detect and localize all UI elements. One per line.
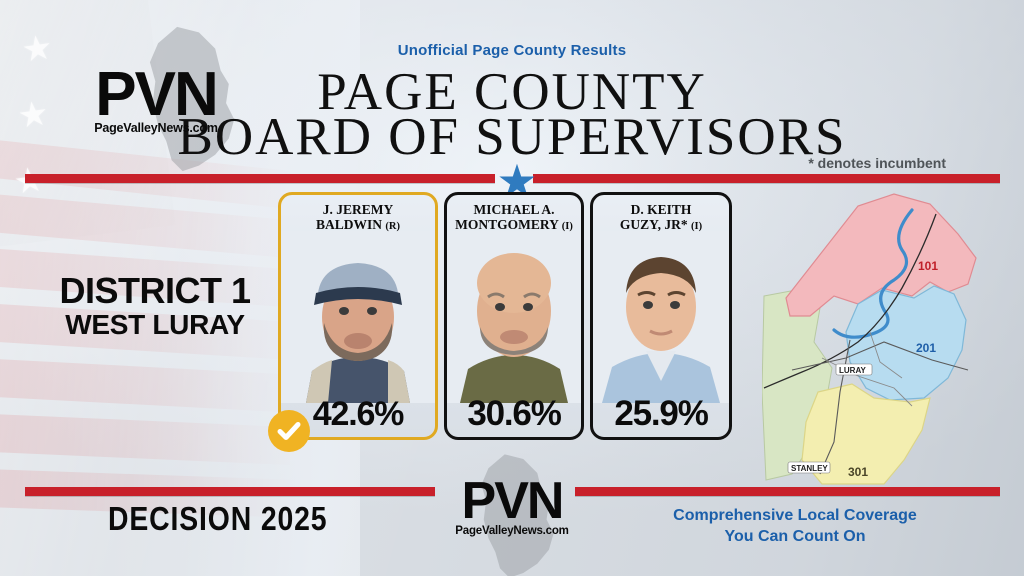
candidate-name-line2: GUZY, JR* <box>619 217 688 232</box>
pvn-logo-footer: PVN PageValleyNews.com <box>432 472 592 537</box>
candidate-photo <box>281 231 435 403</box>
county-silhouette-icon <box>149 26 235 172</box>
footer-rule-right <box>575 487 1000 496</box>
candidate-percent: 25.9% <box>614 394 708 433</box>
pvn-logo-header: PVN PageValleyNews.com <box>76 60 236 136</box>
candidate-name-line2: BALDWIN <box>316 217 383 232</box>
check-circle-icon <box>268 410 310 452</box>
page-title-line1: PAGE COUNTY <box>317 63 707 121</box>
candidate-name-line2: MONTGOMERY <box>455 217 559 232</box>
map-precinct-301: 301 <box>848 465 868 479</box>
map-precinct-201: 201 <box>916 341 936 355</box>
candidate-card[interactable]: D. KEITH GUZY, JR* (I) 25.9% <box>590 192 732 440</box>
pvn-wordmark: PVN <box>95 60 218 129</box>
kicker-text: Unofficial Page County Results <box>397 42 627 59</box>
district-name: DISTRICT 1 <box>59 270 251 311</box>
candidate-card[interactable]: J. JEREMY BALDWIN (R) <box>278 192 438 440</box>
footer-rule-left <box>25 487 435 496</box>
tagline-line1: Comprehensive Local Coverage <box>673 507 917 524</box>
candidate-name: D. KEITH GUZY, JR* (I) <box>593 195 729 234</box>
candidate-party: (I) <box>561 221 573 232</box>
candidate-photo <box>593 231 729 403</box>
map-town-luray: LURAY <box>839 366 866 375</box>
candidate-card[interactable]: MICHAEL A. MONTGOMERY (I) 30. <box>444 192 584 440</box>
divider-rule-left <box>25 174 495 183</box>
district-area: WEST LURAY <box>65 308 245 340</box>
page-title-line2: BOARD OF SUPERVISORS <box>177 108 847 166</box>
candidate-name: MICHAEL A. MONTGOMERY (I) <box>447 195 581 234</box>
incumbent-legend: * denotes incumbent <box>808 155 946 171</box>
candidate-name-line1: J. JEREMY <box>322 202 394 217</box>
candidate-percent: 30.6% <box>467 394 561 433</box>
map-town-stanley: STANLEY <box>791 464 828 473</box>
tagline-line2: You Can Count On <box>724 528 866 545</box>
pvn-url: PageValleyNews.com <box>94 121 218 136</box>
pvn-url: PageValleyNews.com <box>455 524 569 537</box>
county-silhouette-icon <box>481 454 554 576</box>
district-label: DISTRICT 1 WEST LURAY <box>30 272 280 341</box>
decision-2025-label: DECISION 2025 <box>108 500 328 537</box>
candidate-party: (R) <box>385 221 400 232</box>
candidate-name-line1: D. KEITH <box>630 202 692 217</box>
tagline: Comprehensive Local Coverage You Can Cou… <box>650 505 940 547</box>
candidate-cards: J. JEREMY BALDWIN (R) <box>278 192 733 442</box>
candidate-name: J. JEREMY BALDWIN (R) <box>281 195 435 234</box>
candidate-percent: 42.6% <box>312 395 405 433</box>
map-precinct-101: 101 <box>918 259 938 273</box>
candidate-photo <box>447 231 581 403</box>
candidate-party: (I) <box>691 221 703 232</box>
candidate-name-line1: MICHAEL A. <box>473 202 555 217</box>
pvn-wordmark: PVN <box>461 472 565 530</box>
divider-rule-right <box>533 174 1000 183</box>
precinct-map[interactable]: 101 201 301 LURAY STANLEY <box>762 192 1010 487</box>
